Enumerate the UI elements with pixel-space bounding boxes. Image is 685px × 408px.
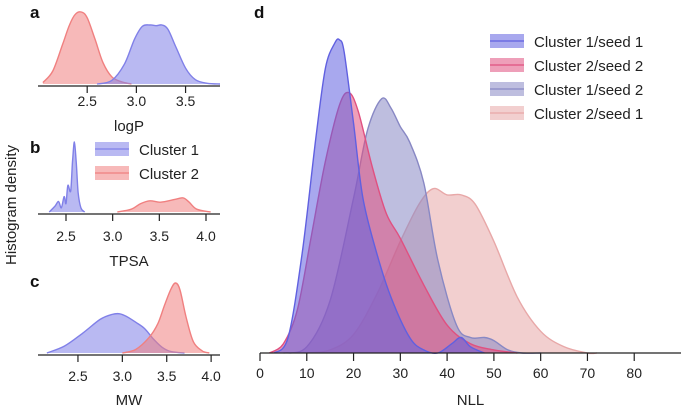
series-line-cluster-1 bbox=[48, 141, 86, 213]
x-tick-label: 2.5 bbox=[56, 228, 76, 244]
x-tick-label: 2.5 bbox=[77, 93, 97, 109]
x-tick-label: 60 bbox=[533, 365, 549, 381]
x-axis-label: NLL bbox=[457, 392, 485, 408]
series-line-cluster-2 bbox=[117, 197, 211, 213]
x-tick-label: 3.0 bbox=[127, 93, 147, 109]
series-line-cluster-2 bbox=[122, 282, 210, 354]
x-tick-label: 4.0 bbox=[201, 368, 221, 384]
x-axis-label: MW bbox=[116, 392, 143, 408]
x-tick-label: 70 bbox=[580, 365, 596, 381]
panel-b: b 2.5 3.0 3.5 4.0 TPSA Cluster 1 Cluster 2 bbox=[30, 138, 220, 270]
x-axis-label: TPSA bbox=[109, 253, 148, 270]
x-tick-label: 10 bbox=[299, 365, 315, 381]
x-tick-label: 20 bbox=[346, 365, 362, 381]
series-line-cluster-1-seed-1 bbox=[273, 38, 485, 355]
series-area-cluster-2 bbox=[122, 282, 210, 353]
x-tick-label: 80 bbox=[626, 365, 642, 381]
panel-letter-d: d bbox=[254, 3, 264, 22]
panel-letter-a: a bbox=[30, 3, 40, 22]
series-area-cluster-1-seed-1 bbox=[274, 38, 485, 354]
legend-label-cluster-2: Cluster 2 bbox=[139, 166, 199, 183]
legend-label-cluster-2-seed-2: Cluster 2/seed 2 bbox=[534, 58, 643, 75]
series-area-cluster-2 bbox=[42, 11, 132, 84]
x-tick-label: 40 bbox=[439, 365, 455, 381]
series-line-cluster-1 bbox=[96, 24, 221, 85]
x-axis-label: logP bbox=[114, 118, 144, 135]
x-tick-label: 3.5 bbox=[150, 228, 170, 244]
x-tick-label: 50 bbox=[486, 365, 502, 381]
x-tick-label: 4.0 bbox=[196, 228, 216, 244]
series-line-cluster-2 bbox=[42, 11, 132, 85]
x-tick-label: 3.5 bbox=[157, 368, 177, 384]
series-area-cluster-1 bbox=[97, 24, 220, 85]
x-tick-label: 3.5 bbox=[176, 93, 196, 109]
x-tick-label: 3.0 bbox=[113, 368, 133, 384]
panel-d: d 0 10 20 30 40 50 60 70 80 NLL Cluster 1/seed 1 Cl… bbox=[254, 3, 681, 408]
x-tick-label: 30 bbox=[393, 365, 409, 381]
x-tick-label: 3.0 bbox=[103, 228, 123, 244]
panel-letter-c: c bbox=[30, 272, 39, 291]
legend-label-cluster-1-seed-2: Cluster 1/seed 2 bbox=[534, 82, 643, 99]
legend-label-cluster-1: Cluster 1 bbox=[139, 142, 199, 159]
legend-label-cluster-2-seed-1: Cluster 2/seed 1 bbox=[534, 106, 643, 123]
x-tick-label: 2.5 bbox=[68, 368, 88, 384]
x-tick-label: 0 bbox=[256, 365, 264, 381]
legend-label-cluster-1-seed-1: Cluster 1/seed 1 bbox=[534, 34, 643, 51]
panel-letter-b: b bbox=[30, 138, 40, 157]
panel-a: a 2.5 3.0 3.5 logP bbox=[30, 3, 221, 135]
shared-ylabel: Histogram density bbox=[3, 144, 20, 265]
panel-c: c 2.5 3.0 3.5 4.0 MW bbox=[30, 272, 221, 408]
